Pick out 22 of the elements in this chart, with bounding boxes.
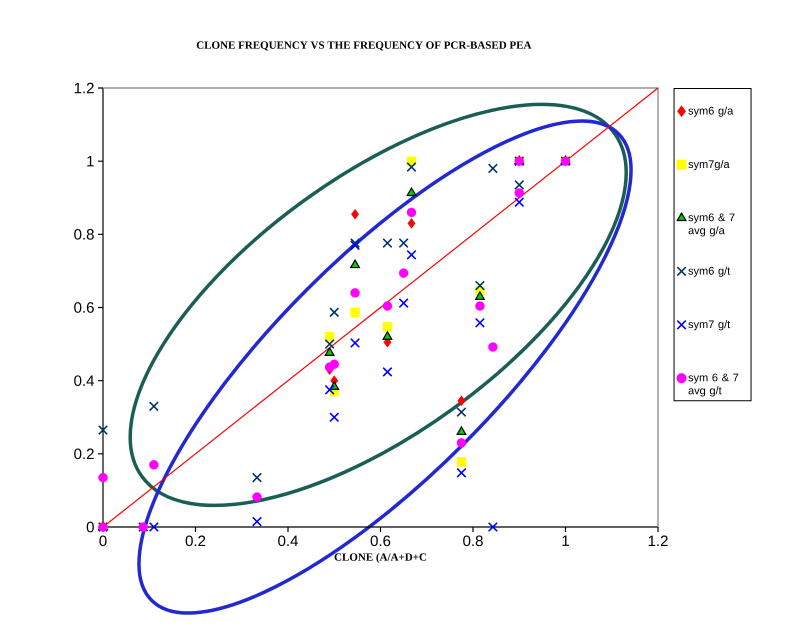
y-tick-label: 0.6 (74, 302, 94, 313)
legend-label: sym7 g/t (688, 320, 730, 330)
x-tick-label: 0.8 (463, 536, 483, 546)
x-tick-label: 0 (99, 536, 107, 546)
legend-label: sym6 g/a (688, 106, 734, 117)
legend-label: sym 6 & 7 avg g/t (688, 374, 738, 397)
x-tick-label: 1.2 (648, 536, 668, 546)
legend-label: sym7g/a (688, 160, 730, 170)
x-tick-label: 0.2 (186, 536, 206, 546)
x-axis-title: CLONE (A/A+D+C (334, 553, 426, 563)
y-tick-label: 0 (86, 522, 94, 532)
y-tick-label: 1.2 (74, 82, 94, 94)
y-tick-label: 1 (87, 156, 94, 166)
y-tick-label: 0.8 (74, 229, 94, 240)
chart-title: CLONE FREQUENCY VS THE FREQUENCY OF PCR-BASED PEA (196, 41, 532, 50)
y-tick-label: 0.4 (74, 375, 94, 386)
x-tick-label: 0.6 (370, 536, 390, 546)
legend-label: sym6 g/t (688, 266, 730, 277)
y-tick-label: 0.2 (74, 448, 94, 460)
x-tick-label: 1 (562, 536, 569, 546)
x-tick-label: 0.4 (278, 536, 298, 546)
legend-label: sym6 & 7 avg g/a (688, 213, 735, 236)
